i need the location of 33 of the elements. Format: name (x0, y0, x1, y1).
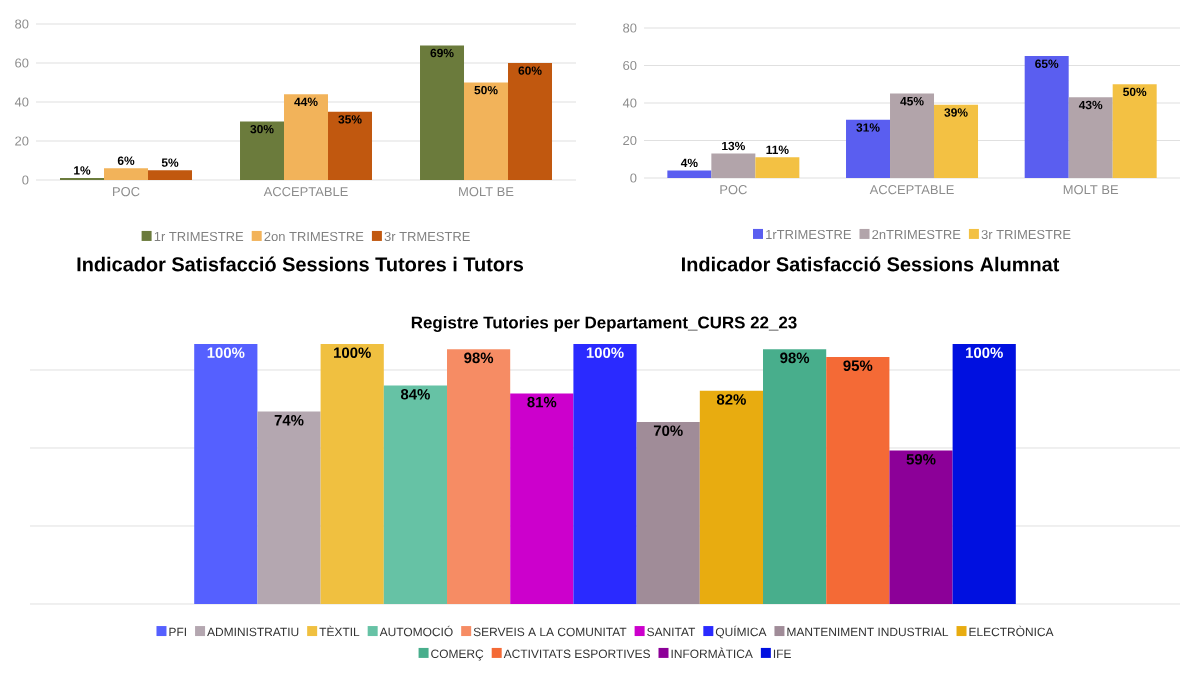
bar (755, 157, 800, 178)
bar (508, 62, 553, 180)
bar (447, 349, 511, 604)
bar (711, 153, 756, 178)
bar (699, 390, 764, 604)
text: Indicador Satisfacció Sessions Tutores i Tutors (77, 256, 524, 272)
bar (573, 344, 637, 604)
bar (636, 422, 700, 604)
chart-title: Registre Tutories per Departament_CURS 22_23 (411, 316, 797, 332)
bar (464, 82, 509, 180)
bar (257, 411, 321, 604)
bar (1068, 97, 1113, 178)
text: Indicador Satisfacció Sessions Alumnat (682, 256, 1060, 272)
bar (510, 393, 574, 604)
bar (383, 385, 448, 604)
bar (1024, 56, 1069, 178)
bar (320, 344, 384, 604)
bar (284, 94, 329, 180)
bar (889, 450, 953, 604)
bar (826, 357, 890, 604)
bar (328, 111, 373, 180)
bar (890, 93, 935, 178)
bar (667, 170, 712, 178)
bar (846, 119, 891, 178)
bar (1112, 84, 1157, 178)
bar (240, 121, 285, 180)
bar (934, 104, 979, 178)
bar (148, 170, 193, 180)
bar (420, 45, 465, 180)
bar (952, 344, 1016, 604)
bar (763, 349, 827, 604)
bar (104, 168, 149, 180)
bar (194, 344, 258, 604)
